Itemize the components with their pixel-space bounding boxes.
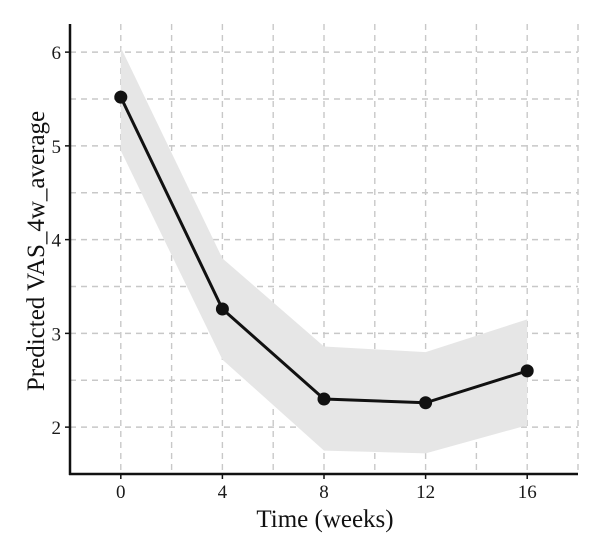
y-tick-label: 4 [52, 231, 62, 252]
data-point [114, 90, 128, 104]
confidence-band-area [120, 47, 528, 454]
y-tick-label: 5 [52, 137, 62, 158]
y-tick-label: 2 [52, 418, 62, 439]
x-tick-label: 8 [319, 482, 329, 503]
x-tick-label: 16 [518, 482, 537, 503]
x-tick-label: 12 [416, 482, 435, 503]
y-tick-label: 6 [52, 43, 62, 64]
y-axis-title: Predicted VAS_4w_average [23, 111, 50, 391]
x-axis-title: Time (weeks) [256, 506, 393, 533]
series-group [114, 90, 534, 410]
x-tick-label: 0 [116, 482, 126, 503]
confidence-band [120, 47, 528, 454]
data-point [419, 396, 433, 410]
x-tick-label: 4 [218, 482, 228, 503]
axes [65, 24, 578, 479]
data-point [520, 364, 534, 378]
y-tick-labels: 2 3 4 5 6 [52, 43, 62, 439]
data-point [317, 392, 331, 406]
data-point [215, 302, 229, 316]
x-tick-labels: 0 4 8 12 16 [116, 482, 537, 503]
y-tick-label: 3 [52, 324, 62, 345]
